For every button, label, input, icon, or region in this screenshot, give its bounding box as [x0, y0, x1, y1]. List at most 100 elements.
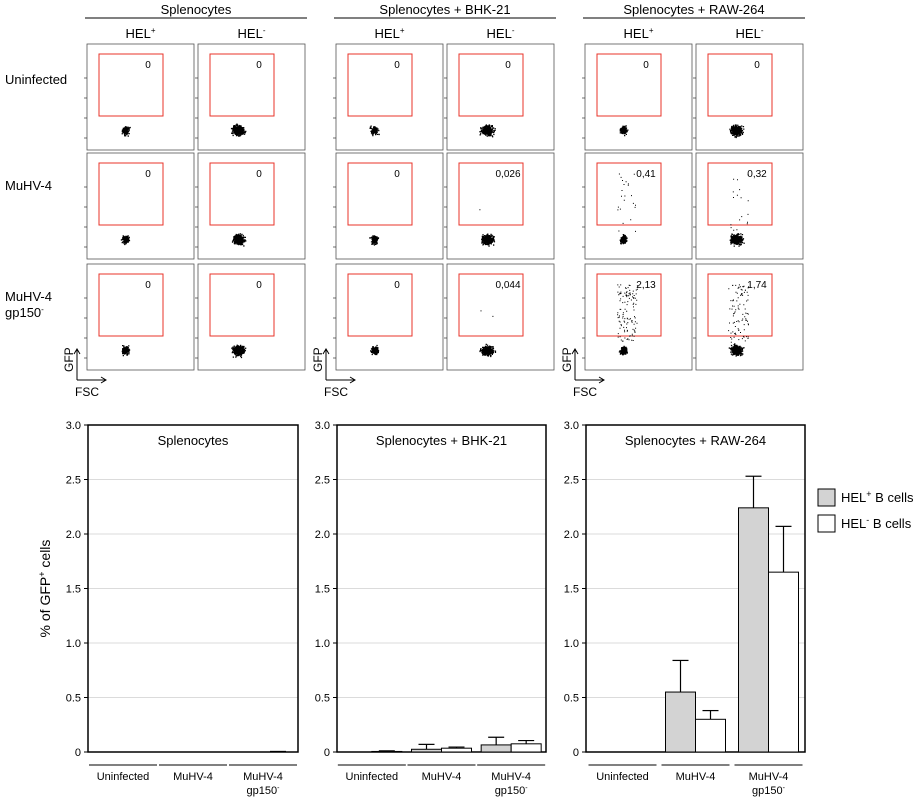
- flow-plot: 0,41: [582, 152, 693, 260]
- flow-plot-frame: [695, 43, 804, 151]
- event-dots: [369, 235, 380, 246]
- flow-plot-frame: [584, 43, 693, 151]
- flow-plot-frame: [335, 152, 444, 260]
- y-tick-label: 1.5: [66, 584, 81, 596]
- chart-title: Splenocytes + RAW-264: [625, 433, 766, 448]
- y-tick-label: 2.0: [315, 529, 330, 541]
- event-dots: [617, 284, 638, 356]
- gate-box: [347, 53, 413, 117]
- flow-plot-frame: [335, 263, 444, 371]
- bar: [371, 750, 403, 753]
- group-header: Splenocytes: [161, 2, 232, 17]
- flow-plot-frame: [584, 263, 693, 371]
- y-tick-label: 2.5: [66, 475, 81, 487]
- gate-box: [347, 273, 413, 337]
- flow-plot: 0: [444, 43, 555, 151]
- category-label: Uninfected: [346, 771, 399, 783]
- gate-box: [458, 162, 524, 226]
- flow-plot: 0,026: [444, 152, 555, 260]
- bar: [441, 747, 472, 753]
- category-label: MuHV-4: [749, 771, 789, 783]
- column-label: HEL+: [126, 26, 156, 41]
- gate-box: [458, 273, 524, 337]
- bar-chart: 0 0.5 1.0 1.5 2.0 2.5 3.0 Splenocytes + RAW-264…: [564, 420, 806, 797]
- flow-plot: 0,044: [444, 263, 555, 371]
- event-dots: [231, 233, 247, 247]
- fsc-axis-arrow: [77, 376, 107, 384]
- chart-title: Splenocytes + BHK-21: [376, 433, 507, 448]
- fsc-axis-label: FSC: [75, 385, 99, 399]
- gfp-axis-arrow: [73, 348, 81, 380]
- gate-value: 0: [145, 60, 151, 71]
- flow-plot-frame: [446, 263, 555, 371]
- flow-plot: 0: [582, 43, 693, 151]
- event-dots: [619, 125, 629, 137]
- gate-value: 0,41: [636, 169, 656, 180]
- gate-box: [98, 273, 164, 337]
- y-tick-label: 1.5: [315, 584, 330, 596]
- column-label: HEL+: [375, 26, 405, 41]
- gate-value: 0: [394, 60, 400, 71]
- category-label: MuHV-4: [676, 771, 716, 783]
- fsc-axis-arrow: [326, 376, 356, 384]
- flow-plot-frame: [197, 43, 306, 151]
- legend-swatch: [817, 514, 836, 533]
- legend-label: HEL- B cells: [841, 515, 912, 531]
- chart-title: Splenocytes: [158, 433, 229, 448]
- category-label: gp150-: [495, 785, 529, 797]
- bar: [768, 571, 799, 753]
- group-header: Splenocytes + BHK-21: [379, 2, 510, 17]
- gfp-axis-arrow: [322, 348, 330, 380]
- flow-plot-frame: [446, 152, 555, 260]
- y-axis-label: % of GFP+ cells: [37, 540, 53, 638]
- gate-box: [209, 273, 275, 337]
- gate-box: [707, 162, 773, 226]
- bar: [665, 691, 696, 753]
- y-tick-label: 3.0: [315, 420, 330, 432]
- gate-value: 0,32: [747, 169, 767, 180]
- gate-box: [98, 162, 164, 226]
- gate-value: 0: [394, 169, 400, 180]
- gate-value: 0: [505, 60, 511, 71]
- event-dots: [729, 174, 749, 247]
- gfp-axis-label: GFP: [560, 347, 574, 372]
- fsc-axis-arrow: [575, 376, 605, 384]
- column-label: HEL-: [736, 26, 764, 41]
- event-dots: [121, 126, 131, 137]
- flow-plot-frame: [86, 263, 195, 371]
- category-label: Uninfected: [596, 771, 649, 783]
- fsc-axis-label: FSC: [573, 385, 597, 399]
- y-tick-label: 0.5: [315, 693, 330, 705]
- group-header: Splenocytes + RAW-264: [623, 2, 764, 17]
- flow-plot-frame: [695, 263, 804, 371]
- category-label: MuHV-4: [173, 771, 213, 783]
- y-tick-label: 1.0: [315, 638, 330, 650]
- event-dots: [370, 344, 380, 356]
- gate-box: [209, 162, 275, 226]
- gate-box: [347, 162, 413, 226]
- flow-plot: 0: [693, 43, 804, 151]
- flow-plot-frame: [86, 43, 195, 151]
- event-dots: [479, 209, 496, 247]
- gate-box: [209, 53, 275, 117]
- gate-box: [98, 53, 164, 117]
- bar: [480, 744, 512, 753]
- event-dots: [369, 125, 380, 137]
- flow-plot: 0: [84, 43, 195, 151]
- bar: [510, 743, 542, 753]
- event-dots: [120, 235, 131, 246]
- flow-plot: 0,32: [693, 152, 804, 260]
- bar-chart: 0 0.5 1.0 1.5 2.0 2.5 3.0 Splenocytes % of GFP+ …: [37, 420, 299, 797]
- category-label: gp150-: [752, 785, 786, 797]
- gate-box: [596, 53, 662, 117]
- legend-swatch: [817, 488, 836, 507]
- flow-plot-frame: [695, 152, 804, 260]
- flow-cytometry-panels: Splenocytes HEL+ HEL- 0 0 0 0 0 0 GFP FSC Splenocyt…: [5, 2, 805, 399]
- flow-plot: 0: [333, 263, 444, 371]
- flow-plot-frame: [197, 263, 306, 371]
- y-tick-label: 2.0: [564, 529, 579, 541]
- fsc-axis-label: FSC: [324, 385, 348, 399]
- gate-value: 0: [256, 280, 262, 291]
- flow-plot-frame: [86, 152, 195, 260]
